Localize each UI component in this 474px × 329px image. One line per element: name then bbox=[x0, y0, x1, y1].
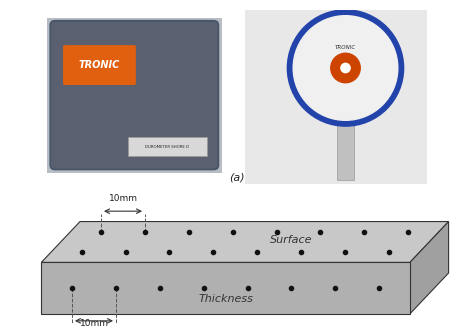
Text: 10mm: 10mm bbox=[109, 194, 137, 203]
FancyBboxPatch shape bbox=[63, 45, 136, 85]
Polygon shape bbox=[410, 221, 448, 314]
Text: TRONIC: TRONIC bbox=[335, 45, 356, 50]
Bar bbox=[337, 118, 354, 180]
Text: (a): (a) bbox=[229, 172, 245, 182]
Bar bbox=[335, 3, 356, 14]
Circle shape bbox=[341, 63, 350, 73]
Polygon shape bbox=[41, 221, 448, 263]
Bar bbox=[245, 10, 427, 184]
Text: 10mm: 10mm bbox=[80, 319, 109, 328]
Text: Thickness: Thickness bbox=[198, 294, 253, 304]
Bar bbox=[47, 18, 221, 173]
FancyBboxPatch shape bbox=[128, 137, 207, 156]
FancyBboxPatch shape bbox=[50, 21, 219, 169]
Polygon shape bbox=[41, 263, 410, 314]
Text: Surface: Surface bbox=[270, 235, 312, 245]
Text: DUROMETER SHORE D: DUROMETER SHORE D bbox=[145, 145, 189, 149]
Circle shape bbox=[331, 53, 360, 83]
Circle shape bbox=[287, 10, 404, 126]
Circle shape bbox=[293, 16, 398, 120]
Text: TRONIC: TRONIC bbox=[79, 60, 120, 70]
